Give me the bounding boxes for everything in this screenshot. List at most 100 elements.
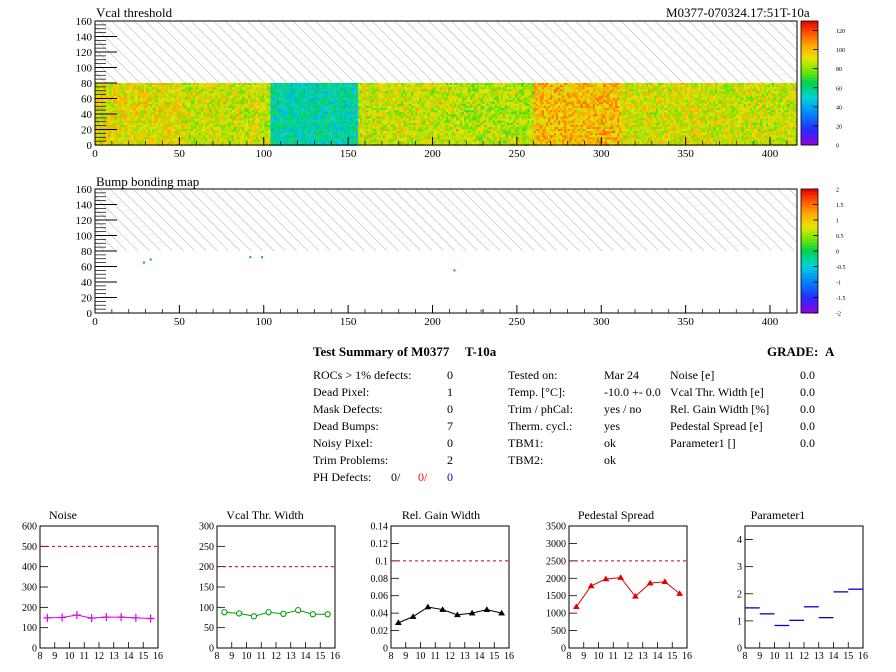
- vcal-map-cell: [303, 126, 306, 130]
- vcal-map-cell: [188, 139, 192, 142]
- vcal-map-cell: [433, 101, 436, 105]
- vcal-map-cell: [101, 131, 104, 134]
- vcal-map-cell: [239, 126, 243, 130]
- vcal-map-cell: [182, 126, 185, 130]
- vcal-map-cell: [303, 97, 306, 100]
- vcal-map-cell: [139, 124, 143, 128]
- vcal-map-cell: [178, 87, 181, 90]
- vcal-map-cell: [280, 141, 283, 144]
- vcal-map-cell: [107, 83, 110, 86]
- vcal-map-cell: [250, 112, 253, 115]
- vcal-map-cell: [178, 101, 181, 105]
- vcal-map-cell: [135, 89, 139, 92]
- vcal-map-cell: [192, 120, 196, 123]
- vcal-map-cell: [309, 139, 312, 142]
- vcal-map-cell: [368, 95, 371, 98]
- vcal-map-cell: [135, 93, 139, 96]
- vcal-map-cell: [431, 101, 434, 105]
- vcal-map-cell: [176, 103, 179, 107]
- vcal-map-cell: [231, 93, 234, 96]
- vcal-map-cell: [372, 135, 375, 138]
- vcal-map-cell: [343, 85, 347, 88]
- vcal-map-cell: [241, 101, 245, 105]
- vcal-map-cell: [290, 99, 294, 103]
- vcal-map-cell: [378, 141, 381, 144]
- vcal-map-cell: [160, 97, 163, 100]
- vcal-map-cell: [274, 87, 277, 90]
- vcal-map-cell: [378, 83, 381, 86]
- vcal-map-cell: [109, 133, 112, 136]
- vcal-map-cell: [333, 103, 336, 107]
- vcal-map-cell: [252, 137, 255, 140]
- vcal-map-cell: [396, 124, 400, 128]
- vcal-map-cell: [398, 112, 402, 115]
- vcal-map-cell: [162, 135, 165, 138]
- vcal-map-cell: [329, 139, 332, 142]
- vcal-map-cell: [105, 93, 108, 96]
- vcal-map-cell: [237, 141, 241, 144]
- vcal-map-cell: [223, 128, 226, 132]
- vcal-map-cell: [325, 97, 328, 100]
- vcal-map-cell: [311, 101, 314, 105]
- vcal-map-cell: [396, 141, 400, 144]
- vcal-map-cell: [227, 95, 230, 98]
- vcal-map-cell: [368, 122, 371, 125]
- vcal-map-cell: [158, 135, 161, 138]
- vcal-map-cell: [192, 87, 196, 90]
- vcal-map-cell: [288, 105, 292, 109]
- vcal-map-cell: [286, 99, 289, 103]
- vcal-map-cell: [139, 122, 143, 125]
- vcal-map-cell: [319, 120, 322, 123]
- vcal-map-cell: [203, 97, 206, 100]
- vcal-map-cell: [254, 110, 257, 113]
- vcal-map-cell: [374, 141, 377, 144]
- vcal-map-cell: [109, 108, 112, 111]
- vcal-map-cell: [411, 126, 414, 130]
- vcal-map-cell: [274, 93, 277, 96]
- vcal-map-cell: [197, 131, 200, 134]
- vcal-map-cell: [248, 97, 251, 100]
- vcal-map-cell: [105, 116, 108, 119]
- vcal-map-cell: [421, 91, 424, 94]
- vcal-map-cell: [256, 83, 259, 86]
- vcal-map-cell: [321, 124, 324, 128]
- vcal-map-cell: [272, 83, 275, 86]
- vcal-map-cell: [184, 99, 187, 103]
- vcal-map-cell: [211, 124, 214, 128]
- vcal-map-cell: [294, 89, 298, 92]
- vcal-map-cell: [262, 131, 265, 134]
- vcal-map-cell: [156, 128, 159, 132]
- vcal-map-cell: [111, 91, 114, 94]
- vcal-map-cell: [305, 108, 308, 111]
- vcal-map-cell: [241, 114, 245, 117]
- vcal-map-cell: [217, 126, 220, 130]
- vcal-map-cell: [415, 89, 418, 92]
- vcal-map-cell: [327, 120, 330, 123]
- vcal-map-cell: [276, 135, 279, 138]
- vcal-map-cell: [180, 122, 183, 125]
- vcal-map-cell: [368, 120, 371, 123]
- vcal-map-cell: [407, 105, 410, 109]
- vcal-map-cell: [335, 122, 338, 125]
- vcal-map-cell: [364, 93, 367, 96]
- vcal-map-cell: [205, 141, 208, 144]
- vcal-map-cell: [380, 85, 383, 88]
- vcal-map-cell: [431, 131, 434, 134]
- vcal-map-cell: [194, 126, 198, 130]
- vcal-map-cell: [97, 141, 100, 144]
- vcal-map-cell: [356, 93, 359, 96]
- vcal-map-cell: [370, 99, 373, 103]
- vcal-map-cell: [309, 108, 312, 111]
- vcal-map-cell: [103, 103, 106, 107]
- vcal-map-cell: [231, 85, 234, 88]
- vcal-map-cell: [252, 128, 255, 132]
- vcal-map-cell: [154, 112, 157, 115]
- vcal-map-cell: [313, 93, 316, 96]
- vcal-map-cell: [154, 103, 157, 107]
- vcal-map-cell: [343, 124, 347, 128]
- vcal-map-cell: [168, 131, 171, 134]
- vcal-map-cell: [168, 116, 171, 119]
- vcal-map-cell: [178, 120, 181, 123]
- vcal-map-cell: [307, 120, 310, 123]
- vcal-map-cell: [111, 122, 114, 125]
